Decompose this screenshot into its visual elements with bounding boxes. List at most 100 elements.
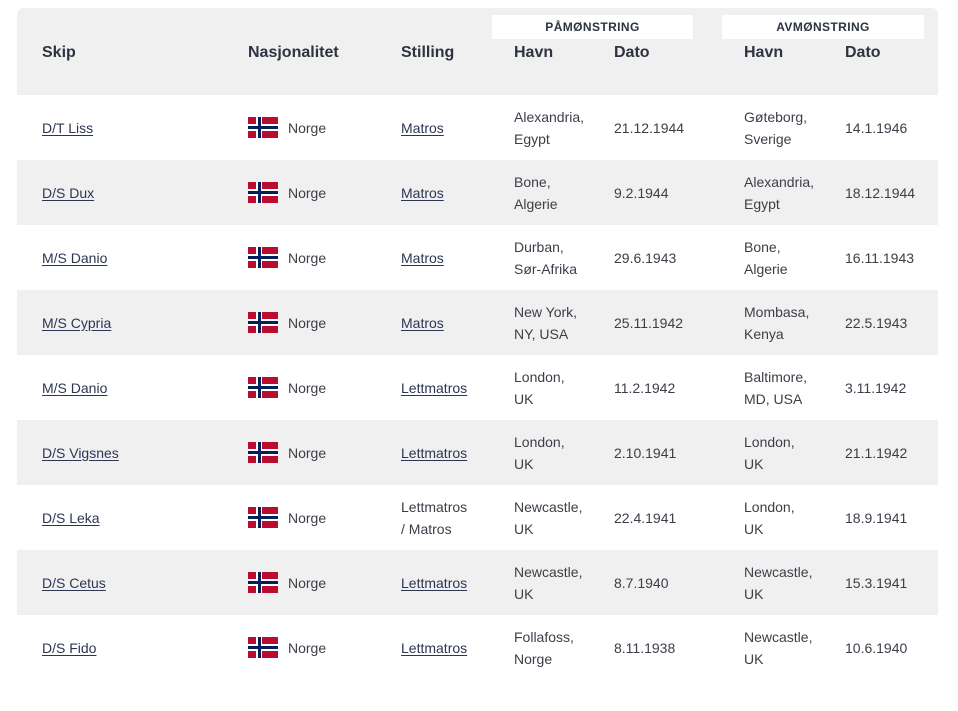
- cell-av-havn: Baltimore, MD, USA: [744, 355, 807, 420]
- cell-stilling: Lettmatros: [401, 420, 467, 485]
- av-havn-line2: UK: [744, 455, 764, 472]
- cell-av-havn: Gøteborg, Sverige: [744, 95, 807, 160]
- group-header-pamonstring: PÅMØNSTRING: [492, 15, 693, 39]
- nationality-text: Norge: [288, 639, 327, 656]
- cell-skip: M/S Cypria: [42, 290, 111, 355]
- ship-link[interactable]: D/S Cetus: [42, 574, 106, 591]
- column-header-pa-havn: Havn: [514, 44, 554, 61]
- cell-nasjonalitet: Norge: [248, 225, 326, 290]
- cell-nasjonalitet: Norge: [248, 95, 326, 160]
- table-row: M/S Danio Norge Matros Durban, Sør-Afrika…: [17, 225, 938, 290]
- pa-havn-line1: Newcastle,: [514, 563, 583, 580]
- column-header-stilling: Stilling: [401, 44, 455, 61]
- cell-pa-havn: London, UK: [514, 420, 565, 485]
- ship-link[interactable]: D/S Dux: [42, 184, 95, 201]
- cell-pa-havn: New York, NY, USA: [514, 290, 577, 355]
- cell-pa-dato: 2.10.1941: [614, 444, 677, 461]
- ship-link[interactable]: D/S Vigsnes: [42, 444, 119, 461]
- column-header-pa-dato: Dato: [614, 44, 650, 61]
- cell-av-dato: 18.9.1941: [845, 509, 908, 526]
- cell-skip: D/S Fido: [42, 615, 96, 680]
- av-havn-line2: Sverige: [744, 130, 792, 147]
- table-row: D/S Dux Norge Matros Bone, Algerie 9.2.19…: [17, 160, 938, 225]
- cell-pa-dato: 21.12.1944: [614, 119, 685, 136]
- column-header-nasjonalitet: Nasjonalitet: [248, 44, 339, 61]
- cell-av-havn: London, UK: [744, 485, 795, 550]
- norway-flag-icon: [248, 572, 278, 593]
- av-havn-line2: UK: [744, 585, 764, 602]
- stilling-link[interactable]: Lettmatros: [401, 639, 468, 656]
- av-havn-line1: Mombasa,: [744, 303, 810, 320]
- cell-nasjonalitet: Norge: [248, 615, 326, 680]
- cell-stilling: Lettmatros: [401, 355, 467, 420]
- av-havn-line2: MD, USA: [744, 390, 803, 407]
- crew-history-table: PÅMØNSTRING AVMØNSTRING Skip Nasjonalite…: [17, 8, 938, 680]
- av-havn-line1: Alexandria,: [744, 173, 815, 190]
- norway-flag-icon: [248, 182, 278, 203]
- nationality-text: Norge: [288, 249, 327, 266]
- cell-pa-dato: 8.7.1940: [614, 574, 669, 591]
- pa-havn-line1: London,: [514, 433, 565, 450]
- cell-nasjonalitet: Norge: [248, 485, 326, 550]
- table-row: M/S Danio Norge Lettmatros London, UK 11.…: [17, 355, 938, 420]
- table-row: D/S Cetus Norge Lettmatros Newcastle, UK …: [17, 550, 938, 615]
- cell-skip: D/S Dux: [42, 160, 94, 225]
- stilling-link[interactable]: Matros: [401, 314, 444, 331]
- cell-stilling: Lettmatros: [401, 615, 467, 680]
- cell-nasjonalitet: Norge: [248, 550, 326, 615]
- pa-havn-line1: New York,: [514, 303, 578, 320]
- stilling-link[interactable]: Lettmatros: [401, 574, 468, 591]
- ship-link[interactable]: M/S Cypria: [42, 314, 112, 331]
- stilling-text: Lettmatros / Matros: [401, 498, 468, 537]
- cell-av-dato: 21.1.1942: [845, 444, 908, 461]
- cell-av-havn: Bone, Algerie: [744, 225, 788, 290]
- cell-av-havn: London, UK: [744, 420, 795, 485]
- nationality-text: Norge: [288, 184, 327, 201]
- nationality-text: Norge: [288, 379, 327, 396]
- cell-av-dato: 10.6.1940: [845, 639, 908, 656]
- cell-nasjonalitet: Norge: [248, 420, 326, 485]
- ship-link[interactable]: M/S Danio: [42, 379, 108, 396]
- stilling-link[interactable]: Matros: [401, 249, 444, 266]
- pa-havn-line2: Sør-Afrika: [514, 260, 577, 277]
- pa-havn-line2: UK: [514, 585, 534, 602]
- cell-skip: D/S Vigsnes: [42, 420, 119, 485]
- pa-havn-line1: Durban,: [514, 238, 564, 255]
- stilling-link[interactable]: Matros: [401, 184, 444, 201]
- cell-pa-dato: 25.11.1942: [614, 314, 684, 331]
- cell-av-havn: Alexandria, Egypt: [744, 160, 814, 225]
- cell-stilling: Matros: [401, 160, 444, 225]
- table-row: D/S Leka Norge Lettmatros / Matros Newcas…: [17, 485, 938, 550]
- cell-skip: M/S Danio: [42, 355, 107, 420]
- cell-pa-havn: Alexandria, Egypt: [514, 95, 584, 160]
- ship-link[interactable]: D/T Liss: [42, 119, 94, 136]
- pa-havn-line1: Follafoss,: [514, 628, 574, 645]
- table-row: M/S Cypria Norge Matros New York, NY, USA…: [17, 290, 938, 355]
- cell-skip: D/S Cetus: [42, 550, 106, 615]
- cell-av-dato: 22.5.1943: [845, 314, 908, 331]
- av-havn-line2: UK: [744, 650, 764, 667]
- nationality-text: Norge: [288, 119, 327, 136]
- stilling-link[interactable]: Lettmatros: [401, 379, 468, 396]
- table-header: PÅMØNSTRING AVMØNSTRING Skip Nasjonalite…: [17, 8, 938, 95]
- pa-havn-line2: Algerie: [514, 195, 558, 212]
- stilling-link[interactable]: Matros: [401, 119, 444, 136]
- group-header-avmonstring: AVMØNSTRING: [722, 15, 924, 39]
- stilling-link[interactable]: Lettmatros: [401, 444, 468, 461]
- ship-link[interactable]: M/S Danio: [42, 249, 108, 266]
- table-row: D/S Vigsnes Norge Lettmatros London, UK 2…: [17, 420, 938, 485]
- ship-link[interactable]: D/S Fido: [42, 639, 97, 656]
- cell-stilling: Lettmatros / Matros: [401, 485, 467, 550]
- cell-skip: D/T Liss: [42, 95, 93, 160]
- cell-pa-havn: Follafoss, Norge: [514, 615, 574, 680]
- norway-flag-icon: [248, 442, 278, 463]
- norway-flag-icon: [248, 637, 278, 658]
- nationality-text: Norge: [288, 574, 327, 591]
- column-header-skip: Skip: [42, 44, 76, 61]
- nationality-text: Norge: [288, 444, 327, 461]
- ship-link[interactable]: D/S Leka: [42, 509, 100, 526]
- pa-havn-line2: UK: [514, 455, 534, 472]
- pa-havn-line2: Norge: [514, 650, 553, 667]
- pa-havn-line2: NY, USA: [514, 325, 569, 342]
- cell-av-havn: Newcastle, UK: [744, 615, 812, 680]
